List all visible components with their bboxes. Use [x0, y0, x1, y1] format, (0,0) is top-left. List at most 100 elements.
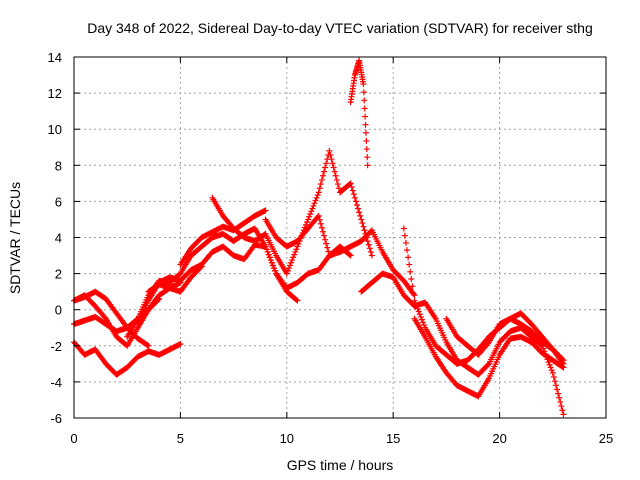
data-point — [548, 367, 555, 374]
data-point — [318, 176, 325, 183]
y-tick-label: 8 — [55, 158, 62, 173]
x-tick-label: 5 — [177, 431, 184, 446]
data-point — [333, 176, 340, 183]
data-point — [145, 342, 152, 349]
data-point — [356, 209, 363, 216]
data-point — [292, 248, 299, 255]
y-tick-label: 14 — [48, 50, 62, 65]
data-point — [330, 164, 337, 171]
data-point — [365, 241, 372, 248]
data-point — [414, 305, 421, 312]
data-point — [362, 121, 369, 128]
data-point — [302, 221, 309, 228]
data-point — [362, 129, 369, 136]
data-point — [316, 216, 323, 223]
data-point — [354, 202, 361, 209]
data-point — [321, 168, 328, 175]
data-point — [310, 202, 317, 209]
data-point — [272, 267, 279, 274]
y-tick-label: -4 — [50, 375, 62, 390]
data-point — [413, 303, 420, 310]
data-point — [560, 411, 567, 418]
data-point — [484, 361, 491, 368]
series-track-5 — [124, 225, 354, 340]
data-point — [417, 313, 424, 320]
data-point — [404, 247, 411, 254]
data-point — [288, 259, 295, 266]
data-point — [559, 407, 566, 414]
y-tick-label: 0 — [55, 303, 62, 318]
data-point — [264, 248, 271, 255]
y-tick-label: 6 — [55, 194, 62, 209]
data-point — [269, 262, 276, 269]
data-point — [317, 220, 324, 227]
data-point — [361, 105, 368, 112]
data-point — [312, 197, 319, 204]
data-point — [540, 345, 547, 352]
data-point — [364, 154, 371, 161]
data-point — [335, 185, 342, 192]
data-point — [409, 283, 416, 290]
data-point — [177, 340, 184, 347]
data-point — [285, 265, 292, 272]
data-point — [402, 239, 409, 246]
data-point — [364, 238, 371, 245]
data-point — [198, 263, 205, 270]
data-point — [155, 296, 162, 303]
data-point — [400, 225, 407, 232]
series-track-2 — [71, 339, 184, 378]
data-point — [556, 394, 563, 401]
data-points — [71, 57, 567, 418]
data-point — [293, 246, 300, 253]
data-point — [304, 219, 311, 226]
data-point — [306, 213, 313, 220]
data-point — [554, 386, 561, 393]
x-tick-label: 15 — [386, 431, 400, 446]
x-tick-label: 25 — [599, 431, 613, 446]
data-point — [311, 200, 318, 207]
data-point — [418, 316, 425, 323]
data-point — [555, 390, 562, 397]
data-point — [546, 361, 553, 368]
data-point — [315, 212, 322, 219]
data-point — [265, 251, 272, 258]
data-point — [368, 252, 375, 259]
data-point — [319, 172, 326, 179]
data-point — [547, 364, 554, 371]
data-point — [294, 243, 301, 250]
y-axis-label: SDTVAR / TECUs — [7, 182, 23, 294]
data-point — [407, 268, 414, 275]
data-point — [408, 276, 415, 283]
data-point — [328, 156, 335, 163]
data-point — [289, 257, 296, 264]
data-point — [351, 194, 358, 201]
data-point — [307, 211, 314, 218]
series-track-9 — [209, 147, 375, 277]
data-point — [362, 113, 369, 120]
data-point — [360, 223, 367, 230]
data-point — [268, 259, 275, 266]
series-track-11 — [347, 57, 371, 169]
data-point — [364, 162, 371, 169]
data-point — [411, 297, 418, 304]
data-point — [359, 220, 366, 227]
data-point — [421, 322, 428, 329]
data-point — [331, 168, 338, 175]
data-point — [334, 181, 341, 188]
data-point — [197, 264, 204, 271]
data-point — [360, 89, 367, 96]
data-point — [360, 81, 367, 88]
data-point — [484, 340, 491, 347]
data-point — [550, 374, 557, 381]
data-point — [357, 212, 364, 219]
data-point — [323, 240, 330, 247]
data-point — [325, 248, 332, 255]
data-point — [315, 189, 322, 196]
data-point — [416, 311, 423, 318]
data-point — [323, 160, 330, 167]
series-track-3 — [71, 288, 152, 349]
data-point — [156, 295, 163, 302]
series-track-10 — [262, 212, 418, 299]
data-point — [352, 198, 359, 205]
